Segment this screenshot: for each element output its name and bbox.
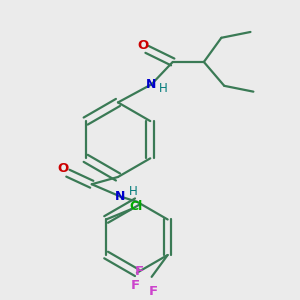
Text: F: F <box>135 265 144 278</box>
Text: N: N <box>115 190 125 203</box>
Text: F: F <box>131 279 140 292</box>
Text: N: N <box>146 78 157 91</box>
Text: Cl: Cl <box>130 200 143 213</box>
Text: O: O <box>137 39 148 52</box>
Text: O: O <box>57 162 68 175</box>
Text: H: H <box>159 82 168 95</box>
Text: F: F <box>148 286 158 298</box>
Text: H: H <box>129 185 137 198</box>
